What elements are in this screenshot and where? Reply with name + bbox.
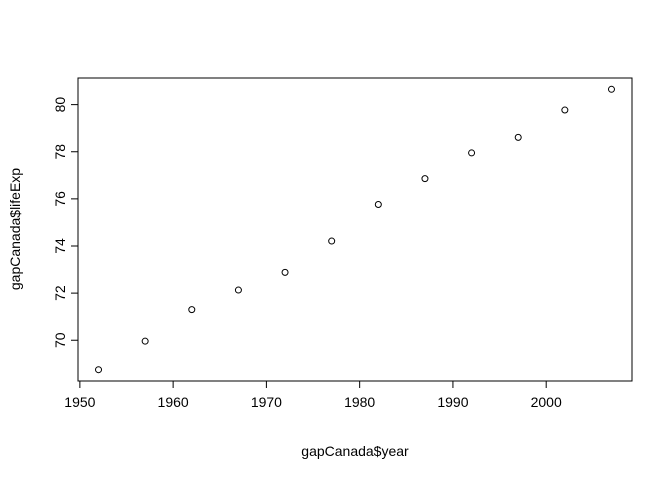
x-axis-label: gapCanada$year xyxy=(301,443,409,459)
data-point xyxy=(421,175,429,183)
data-points xyxy=(95,85,615,374)
data-point xyxy=(141,337,149,345)
x-tick-label: 1970 xyxy=(251,394,282,410)
x-tick-label: 1960 xyxy=(158,394,189,410)
data-point xyxy=(328,237,336,245)
data-point xyxy=(607,85,615,93)
data-point xyxy=(234,286,242,294)
y-tick-label: 74 xyxy=(52,238,68,254)
data-point xyxy=(188,306,196,314)
plot-box xyxy=(77,77,633,382)
y-tick-label: 72 xyxy=(52,285,68,301)
x-axis: 1950 1960 1970 1980 1990 2000 xyxy=(64,380,562,410)
data-point xyxy=(468,149,476,157)
x-tick-label: 1980 xyxy=(344,394,375,410)
y-axis: 70 72 74 76 78 80 xyxy=(52,97,79,348)
data-point xyxy=(561,106,569,114)
y-tick-label: 76 xyxy=(52,191,68,207)
y-tick-label: 78 xyxy=(52,144,68,160)
y-tick-label: 80 xyxy=(52,97,68,113)
x-tick-label: 2000 xyxy=(531,394,562,410)
data-point xyxy=(514,133,522,141)
x-tick-label: 1990 xyxy=(437,394,468,410)
x-tick-label: 1950 xyxy=(64,394,95,410)
data-point xyxy=(95,366,103,374)
data-point xyxy=(281,268,289,276)
y-axis-label: gapCanada$lifeExp xyxy=(7,168,23,290)
data-point xyxy=(374,201,382,209)
y-tick-label: 70 xyxy=(52,332,68,348)
